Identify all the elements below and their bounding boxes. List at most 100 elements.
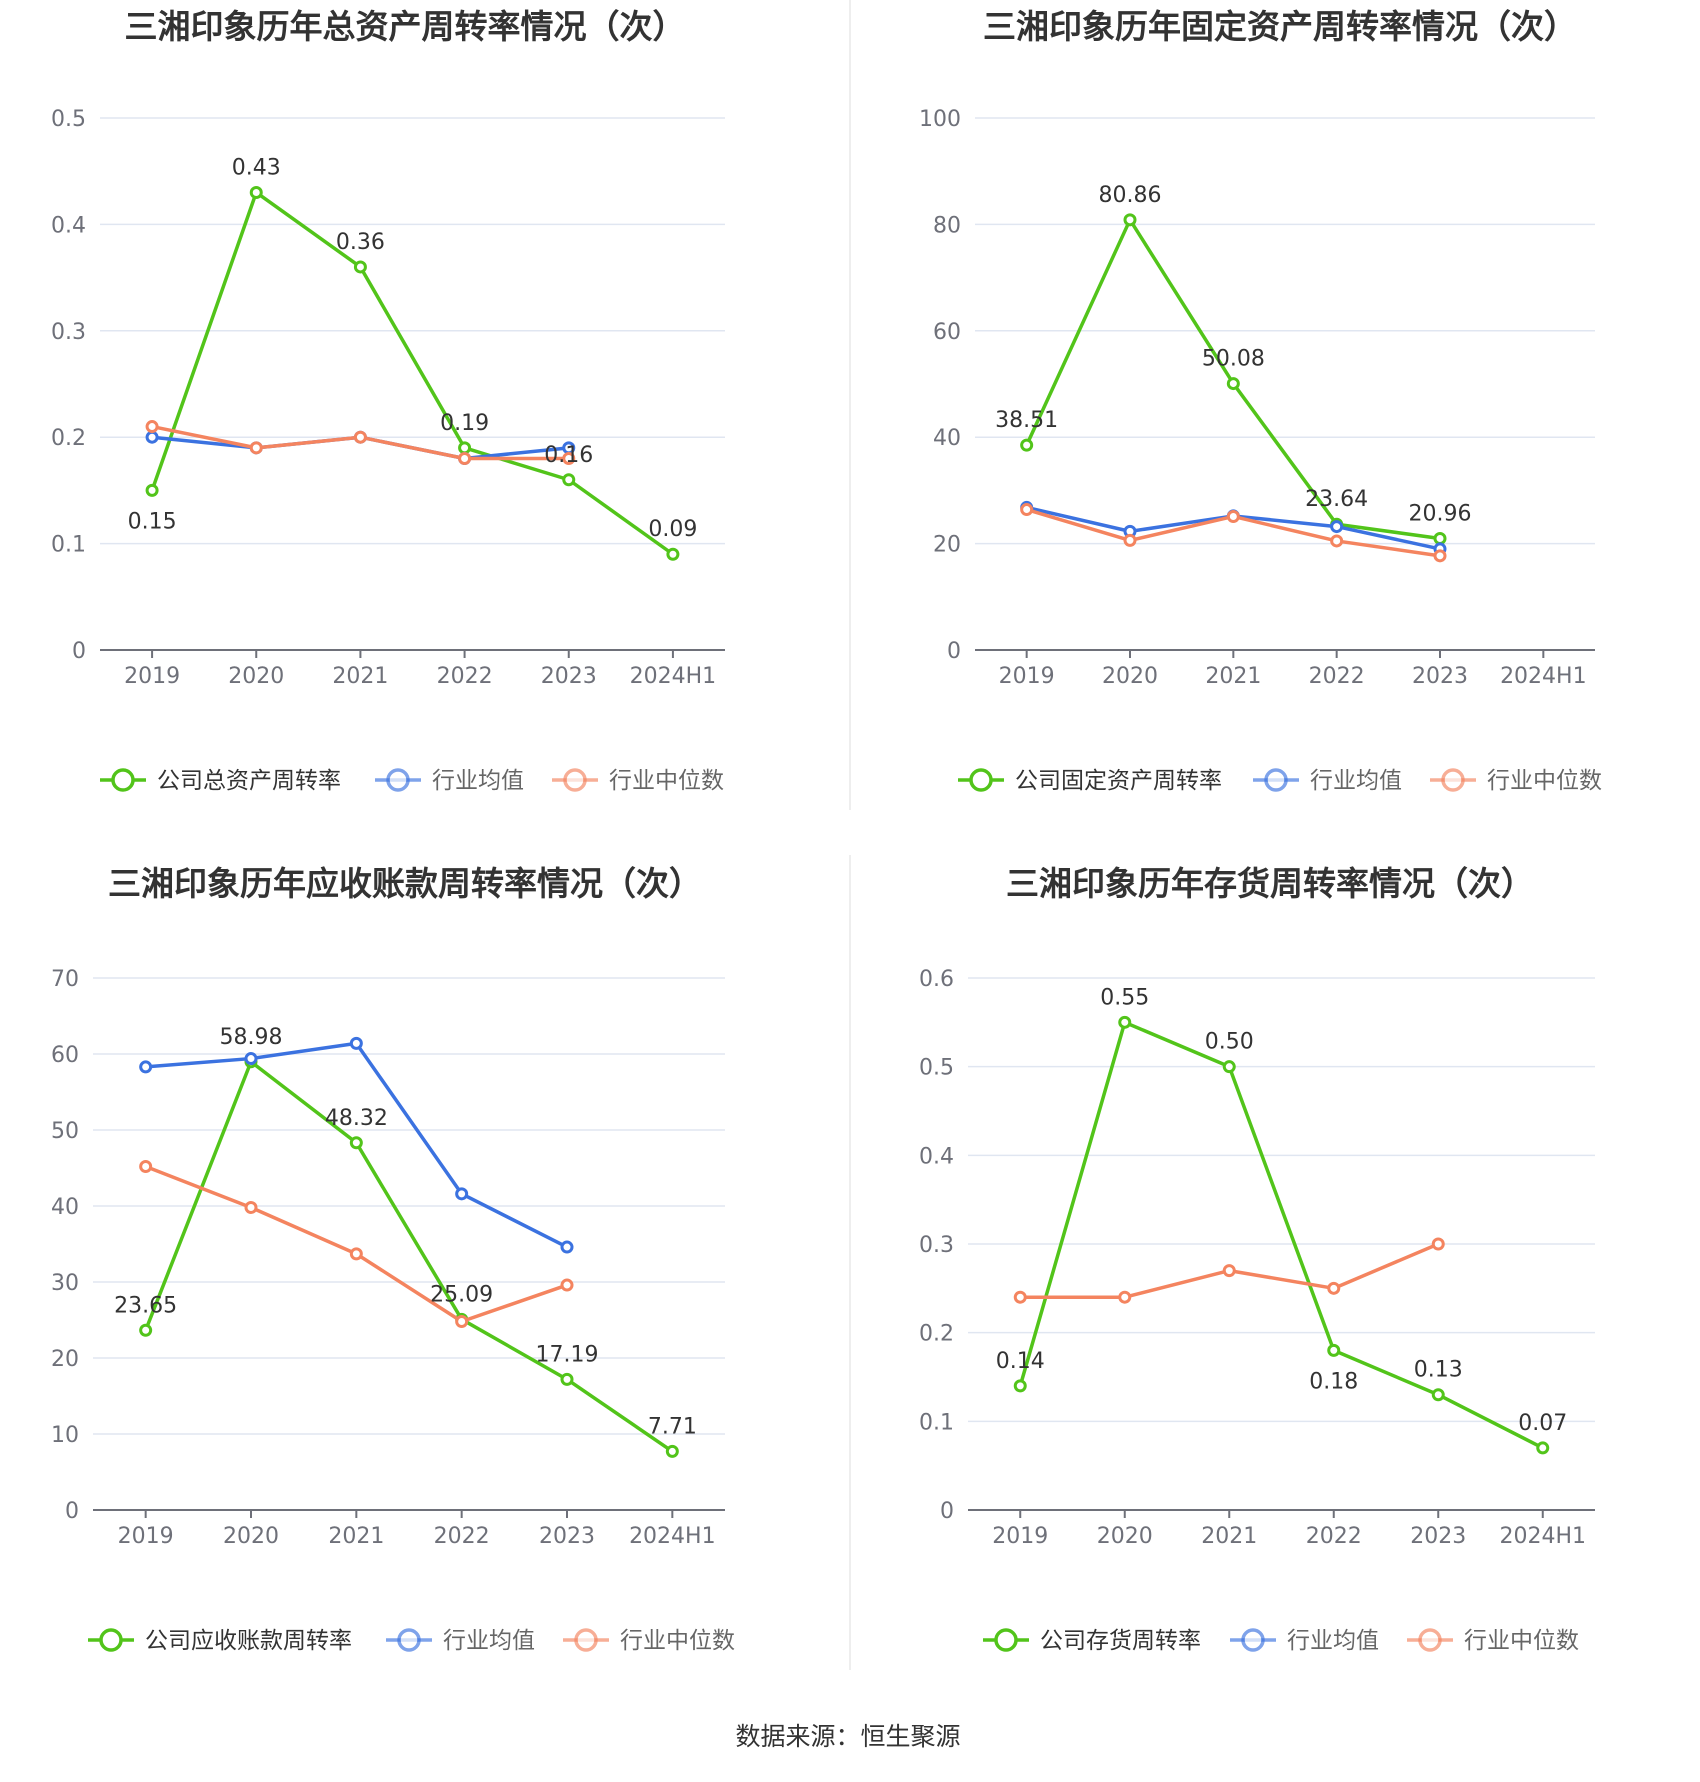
y-tick-label: 0: [940, 1499, 954, 1524]
x-tick-label: 2020: [223, 1524, 279, 1549]
x-tick-label: 2024H1: [1500, 664, 1587, 689]
data-point: [1431, 1388, 1445, 1402]
legend-label: 公司总资产周转率: [157, 768, 341, 794]
data-point: [1433, 549, 1447, 563]
data-point: [139, 1159, 153, 1173]
data-point: [1330, 534, 1344, 548]
legend-label: 行业均值: [1310, 768, 1402, 794]
chart-title: 三湘印象历年总资产周转率情况（次）: [125, 7, 686, 46]
data-point: [1222, 1264, 1236, 1278]
data-point: [353, 260, 367, 274]
y-tick-label: 30: [51, 1271, 79, 1296]
legend-marker: [1418, 1628, 1442, 1652]
x-tick-label: 2019: [124, 664, 180, 689]
series-line-2: [145, 1164, 568, 1324]
x-tick-label: 2020: [1102, 664, 1158, 689]
data-label: 0.15: [128, 509, 177, 534]
data-label: 48.32: [325, 1106, 388, 1131]
legend-marker: [99, 1628, 123, 1652]
data-point: [353, 430, 367, 444]
data-label: 20.96: [1409, 501, 1472, 526]
x-tick-label: 2021: [332, 664, 388, 689]
legend-label: 行业中位数: [609, 768, 724, 794]
y-tick-label: 100: [919, 107, 961, 132]
legend-label: 公司应收账款周转率: [145, 1628, 352, 1654]
legend-marker: [1264, 768, 1288, 792]
y-tick-label: 40: [933, 426, 961, 451]
y-tick-label: 0.5: [919, 1056, 954, 1081]
legend-marker: [574, 1628, 598, 1652]
y-tick-label: 0.3: [51, 320, 86, 345]
y-tick-label: 0: [65, 1499, 79, 1524]
x-tick-label: 2019: [999, 664, 1055, 689]
data-point: [1330, 520, 1344, 534]
data-point: [1020, 438, 1034, 452]
y-tick-label: 0.5: [51, 107, 86, 132]
data-point: [145, 430, 159, 444]
y-tick-label: 0.2: [919, 1322, 954, 1347]
chart-2: 三湘印象历年固定资产周转率情况（次） 0 20 40 60 80 100 2019 2020 20…: [919, 7, 1602, 794]
x-tick-label: 2021: [1201, 1524, 1257, 1549]
chart-1: 三湘印象历年总资产周转率情况（次） 0 0.1 0.2 0.3 0.4 0.5 2019 202…: [51, 7, 725, 794]
y-tick-label: 0.4: [51, 213, 86, 238]
legend-label: 行业均值: [432, 768, 524, 794]
data-label: 7.71: [648, 1414, 697, 1439]
legend-marker: [969, 768, 993, 792]
data-label: 50.08: [1202, 347, 1265, 372]
x-tick-label: 2022: [1306, 1524, 1362, 1549]
data-label: 0.36: [336, 230, 385, 255]
data-point: [455, 1315, 469, 1329]
data-point: [1020, 503, 1034, 517]
data-point: [560, 1240, 574, 1254]
chart-title: 三湘印象历年应收账款周转率情况（次）: [108, 864, 702, 903]
data-label: 23.64: [1305, 487, 1368, 512]
data-label: 0.13: [1414, 1358, 1463, 1383]
data-point: [1536, 1441, 1550, 1455]
y-tick-label: 0.2: [51, 426, 86, 451]
data-label: 38.51: [995, 408, 1058, 433]
data-point: [145, 483, 159, 497]
series-line-0: [144, 1060, 674, 1453]
x-tick-label: 2020: [228, 664, 284, 689]
legend-marker: [397, 1628, 421, 1652]
data-point: [145, 420, 159, 434]
data-label: 0.55: [1100, 985, 1149, 1010]
data-label: 80.86: [1099, 183, 1162, 208]
data-point: [665, 1444, 679, 1458]
y-tick-label: 0: [72, 639, 86, 664]
x-tick-label: 2022: [1309, 664, 1365, 689]
legend-label: 公司固定资产周转率: [1015, 768, 1222, 794]
x-tick-label: 2022: [434, 1524, 490, 1549]
x-tick-label: 2023: [539, 1524, 595, 1549]
chart-title: 三湘印象历年固定资产周转率情况（次）: [983, 7, 1577, 46]
legend-label: 行业中位数: [1464, 1628, 1579, 1654]
legend-marker: [111, 768, 135, 792]
y-tick-label: 0.6: [919, 967, 954, 992]
source-text: 数据来源：恒生聚源: [735, 1722, 960, 1751]
x-tick-label: 2023: [541, 664, 597, 689]
x-tick-label: 2022: [437, 664, 493, 689]
y-tick-label: 80: [933, 213, 961, 238]
data-label: 0.14: [996, 1349, 1045, 1374]
data-point: [1123, 213, 1137, 227]
y-tick-label: 0.1: [919, 1410, 954, 1435]
x-tick-label: 2021: [328, 1524, 384, 1549]
x-tick-label: 2021: [1205, 664, 1261, 689]
x-tick-label: 2024H1: [630, 664, 717, 689]
chart-title: 三湘印象历年存货周转率情况（次）: [1006, 864, 1534, 903]
x-tick-label: 2023: [1410, 1524, 1466, 1549]
data-point: [349, 1247, 363, 1261]
legend-label: 行业中位数: [620, 1628, 735, 1654]
data-point: [349, 1136, 363, 1150]
data-point: [1226, 509, 1240, 523]
data-label: 23.65: [114, 1293, 177, 1318]
legend-label: 行业均值: [443, 1628, 535, 1654]
legend-label: 公司存货周转率: [1040, 1628, 1201, 1654]
data-label: 0.50: [1205, 1030, 1254, 1055]
chart-3: 三湘印象历年应收账款周转率情况（次） 0 10 20 30 40 50 60 70 2019 202…: [51, 864, 735, 1654]
data-point: [349, 1036, 363, 1050]
data-point: [1013, 1290, 1027, 1304]
data-point: [560, 1372, 574, 1386]
y-tick-label: 0.3: [919, 1233, 954, 1258]
data-point: [139, 1060, 153, 1074]
